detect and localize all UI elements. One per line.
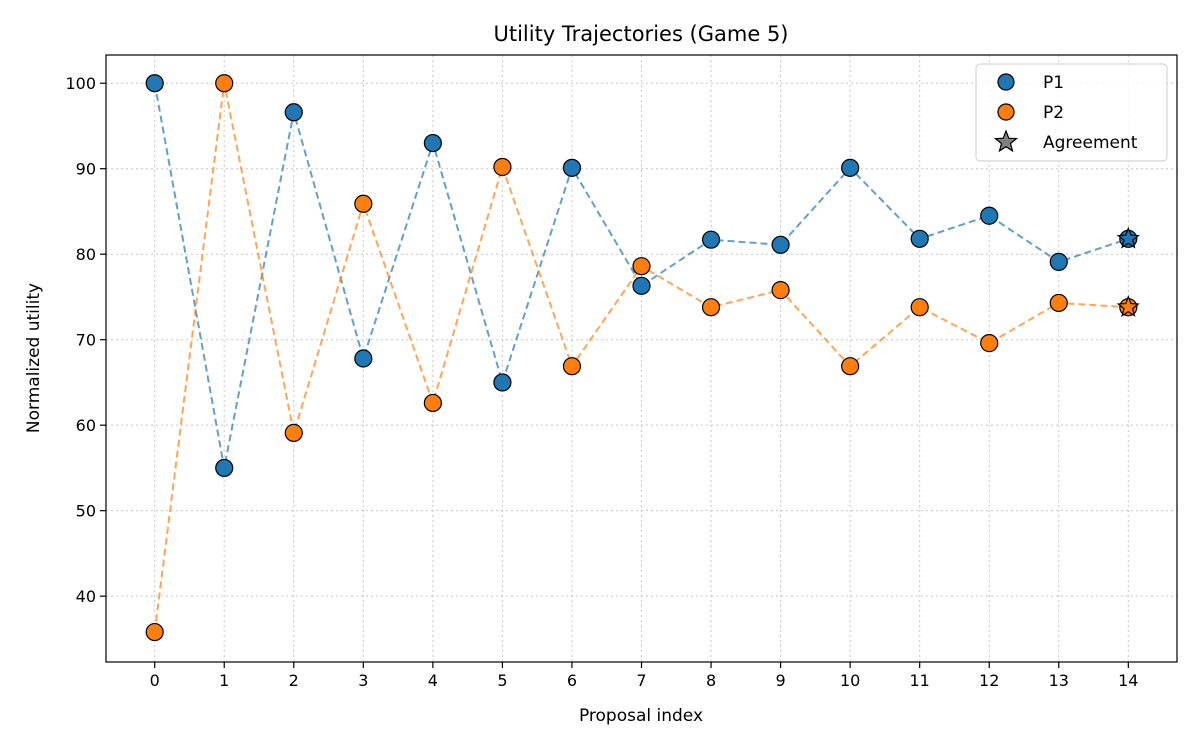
y-axis-label: Normalized utility <box>24 283 44 433</box>
y-axis-ticks: 40 50 60 70 80 90 100 <box>65 74 106 606</box>
series-points <box>145 74 1140 642</box>
x-tick-label: 1 <box>219 671 229 690</box>
y-tick-label: 60 <box>76 416 96 435</box>
x-tick-label: 6 <box>567 671 577 690</box>
data-point-p2 <box>980 334 999 353</box>
y-tick-label: 70 <box>76 331 96 350</box>
series-line-p1 <box>153 83 1129 469</box>
x-axis-ticks: 0 1 2 3 4 5 6 7 8 9 10 11 12 13 14 <box>150 662 1138 690</box>
data-point-p1 <box>841 158 860 177</box>
x-tick-label: 9 <box>775 671 785 690</box>
y-tick-label: 40 <box>76 587 96 606</box>
data-point-p2 <box>145 622 164 642</box>
x-tick-label: 12 <box>979 671 999 690</box>
data-point-p1 <box>284 103 303 122</box>
x-tick-label: 7 <box>636 671 646 690</box>
x-axis-label: Proposal index <box>579 706 703 726</box>
x-tick-label: 2 <box>289 671 299 690</box>
x-tick-label: 0 <box>150 671 160 690</box>
x-tick-label: 5 <box>497 671 507 690</box>
legend-label-p2: P2 <box>1043 103 1064 123</box>
data-point-p2 <box>701 298 721 317</box>
legend-label-agreement: Agreement <box>1043 133 1138 153</box>
legend-box <box>975 63 1168 162</box>
data-point-p2 <box>771 281 790 300</box>
data-point-p1 <box>1049 252 1068 271</box>
data-point-p1 <box>215 458 234 478</box>
y-tick-label: 100 <box>65 74 96 93</box>
chart-title: Utility Trajectories (Game 5) <box>493 22 788 46</box>
x-tick-label: 4 <box>428 671 438 690</box>
x-tick-label: 8 <box>706 671 716 690</box>
data-point-p2 <box>493 157 512 177</box>
x-tick-label: 14 <box>1118 671 1138 690</box>
legend-marker-p2 <box>997 103 1015 121</box>
data-point-p2 <box>354 194 373 213</box>
legend-marker-p1 <box>997 73 1015 91</box>
data-point-p1 <box>423 133 442 153</box>
y-tick-label: 80 <box>76 245 96 264</box>
x-tick-label: 11 <box>910 671 930 690</box>
data-point-p1 <box>493 373 512 392</box>
data-point-p2 <box>284 423 303 442</box>
data-point-p1 <box>354 349 373 368</box>
data-point-p1 <box>145 74 164 93</box>
data-point-p2 <box>632 257 651 276</box>
data-point-p2 <box>562 357 582 376</box>
data-point-p2 <box>910 298 929 317</box>
data-point-p1 <box>562 158 582 177</box>
y-tick-label: 90 <box>76 160 96 179</box>
legend: P1 P2 Agreement <box>975 63 1168 162</box>
y-tick-label: 50 <box>76 502 96 521</box>
x-tick-label: 3 <box>358 671 368 690</box>
legend-label-p1: P1 <box>1043 73 1064 93</box>
agreement-marker <box>1116 295 1140 318</box>
data-point-p1 <box>771 235 790 254</box>
data-point-p2 <box>423 393 442 413</box>
grid-lines <box>106 55 1177 662</box>
data-point-p2 <box>841 357 860 376</box>
x-tick-label: 10 <box>840 671 860 690</box>
data-point-p1 <box>632 276 651 295</box>
legend-marker-agreement <box>993 129 1019 153</box>
data-point-p1 <box>910 229 929 248</box>
data-point-p1 <box>980 206 999 225</box>
data-point-p1 <box>701 230 721 249</box>
x-tick-label: 13 <box>1049 671 1069 690</box>
data-point-p2 <box>215 74 234 93</box>
agreement-marker <box>1116 226 1140 249</box>
data-point-p2 <box>1049 293 1068 313</box>
